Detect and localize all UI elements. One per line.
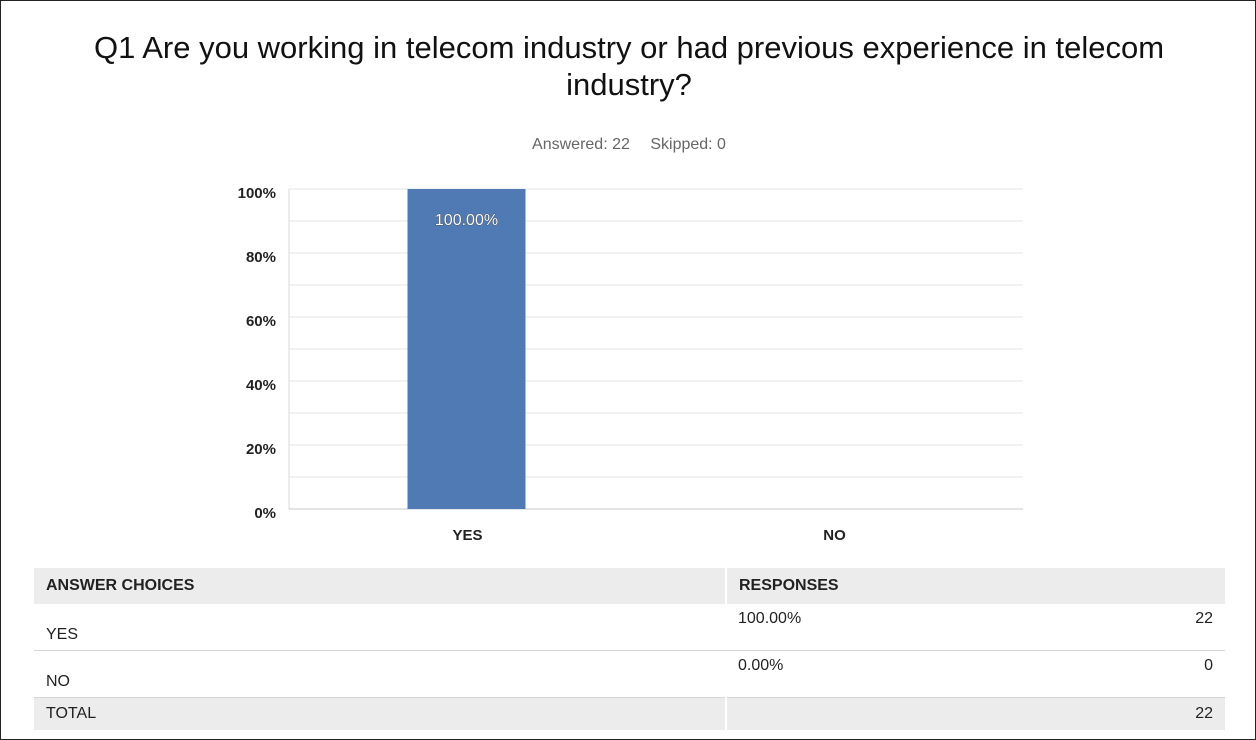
- bar-yes: [407, 189, 526, 509]
- choice-no: NO: [34, 650, 726, 698]
- count-yes: 22: [1063, 604, 1225, 651]
- answered-count: Answered: 22: [532, 136, 630, 153]
- table-row: YES 100.00% 22: [34, 604, 1225, 651]
- count-no: 0: [1063, 650, 1225, 698]
- y-tick-label: 40%: [246, 377, 276, 394]
- header-responses: RESPONSES: [725, 568, 1225, 604]
- y-tick-label: 60%: [246, 313, 276, 330]
- x-tick-label: YES: [452, 527, 482, 544]
- data-label: 100.00%: [435, 212, 498, 229]
- choice-yes: YES: [34, 604, 726, 651]
- header-answer-choices: ANSWER CHOICES: [34, 568, 726, 604]
- bar-chart: 0% 20% 40% 60% 80% 100% 100.00% YES NO: [238, 185, 1023, 544]
- total-count: 22: [1063, 697, 1225, 730]
- table-total-row: TOTAL 22: [34, 697, 1225, 730]
- table-row: NO 0.00% 0: [34, 650, 1225, 698]
- table-header-row: ANSWER CHOICES RESPONSES: [34, 568, 1225, 604]
- percent-yes: 100.00%: [726, 604, 1064, 651]
- total-spacer: [724, 697, 1064, 730]
- response-summary: Answered: 22 Skipped: 0: [1, 136, 1256, 154]
- y-tick-label: 0%: [254, 505, 276, 522]
- skipped-count: Skipped: 0: [650, 136, 726, 153]
- percent-no: 0.00%: [726, 650, 1064, 698]
- total-label: TOTAL: [34, 697, 726, 730]
- question-title: Q1 Are you working in telecom industry o…: [93, 30, 1165, 102]
- y-tick-label: 20%: [246, 441, 276, 458]
- x-tick-label: NO: [823, 527, 846, 544]
- responses-table: ANSWER CHOICES RESPONSES YES 100.00% 22 …: [34, 568, 1225, 730]
- y-tick-label: 80%: [246, 249, 276, 266]
- y-tick-label: 100%: [238, 185, 276, 202]
